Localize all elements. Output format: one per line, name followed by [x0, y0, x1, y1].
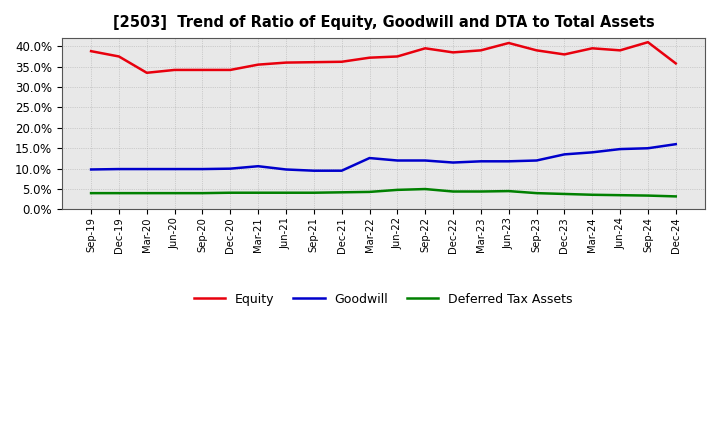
Goodwill: [365, 155, 374, 161]
Equity: [282, 60, 290, 65]
Equity: [254, 62, 263, 67]
Goodwill: [310, 168, 318, 173]
Deferred Tax Assets: [365, 189, 374, 194]
Equity: [560, 52, 569, 57]
Goodwill: [393, 158, 402, 163]
Goodwill: [254, 164, 263, 169]
Equity: [338, 59, 346, 64]
Goodwill: [338, 168, 346, 173]
Deferred Tax Assets: [282, 190, 290, 195]
Equity: [143, 70, 151, 75]
Line: Goodwill: Goodwill: [91, 144, 676, 171]
Line: Equity: Equity: [91, 42, 676, 73]
Deferred Tax Assets: [672, 194, 680, 199]
Goodwill: [477, 159, 485, 164]
Deferred Tax Assets: [588, 192, 597, 198]
Deferred Tax Assets: [254, 190, 263, 195]
Deferred Tax Assets: [226, 190, 235, 195]
Goodwill: [616, 147, 624, 152]
Goodwill: [672, 142, 680, 147]
Goodwill: [198, 166, 207, 172]
Deferred Tax Assets: [338, 190, 346, 195]
Deferred Tax Assets: [310, 190, 318, 195]
Deferred Tax Assets: [505, 188, 513, 194]
Deferred Tax Assets: [87, 191, 96, 196]
Equity: [505, 40, 513, 46]
Equity: [310, 59, 318, 65]
Deferred Tax Assets: [143, 191, 151, 196]
Equity: [226, 67, 235, 73]
Equity: [532, 48, 541, 53]
Goodwill: [588, 150, 597, 155]
Goodwill: [505, 159, 513, 164]
Title: [2503]  Trend of Ratio of Equity, Goodwill and DTA to Total Assets: [2503] Trend of Ratio of Equity, Goodwil…: [112, 15, 654, 30]
Deferred Tax Assets: [532, 191, 541, 196]
Goodwill: [171, 166, 179, 172]
Equity: [421, 46, 430, 51]
Equity: [393, 54, 402, 59]
Goodwill: [282, 167, 290, 172]
Goodwill: [449, 160, 457, 165]
Equity: [672, 61, 680, 66]
Equity: [477, 48, 485, 53]
Goodwill: [114, 166, 123, 172]
Equity: [114, 54, 123, 59]
Equity: [365, 55, 374, 60]
Goodwill: [143, 166, 151, 172]
Deferred Tax Assets: [560, 191, 569, 197]
Goodwill: [87, 167, 96, 172]
Goodwill: [644, 146, 652, 151]
Equity: [198, 67, 207, 73]
Deferred Tax Assets: [644, 193, 652, 198]
Goodwill: [421, 158, 430, 163]
Goodwill: [532, 158, 541, 163]
Deferred Tax Assets: [421, 187, 430, 192]
Deferred Tax Assets: [171, 191, 179, 196]
Goodwill: [560, 152, 569, 157]
Equity: [644, 40, 652, 45]
Legend: Equity, Goodwill, Deferred Tax Assets: Equity, Goodwill, Deferred Tax Assets: [189, 288, 578, 311]
Deferred Tax Assets: [198, 191, 207, 196]
Equity: [449, 50, 457, 55]
Equity: [616, 48, 624, 53]
Deferred Tax Assets: [393, 187, 402, 193]
Goodwill: [226, 166, 235, 171]
Equity: [588, 46, 597, 51]
Deferred Tax Assets: [616, 193, 624, 198]
Deferred Tax Assets: [449, 189, 457, 194]
Line: Deferred Tax Assets: Deferred Tax Assets: [91, 189, 676, 196]
Deferred Tax Assets: [114, 191, 123, 196]
Equity: [171, 67, 179, 73]
Equity: [87, 48, 96, 54]
Deferred Tax Assets: [477, 189, 485, 194]
